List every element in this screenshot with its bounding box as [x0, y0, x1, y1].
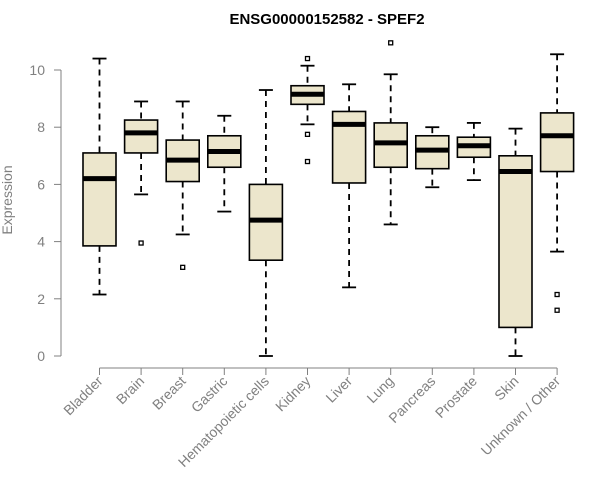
iqr-box	[82, 152, 117, 247]
box-group	[331, 83, 367, 289]
y-axis: 0 2 4 6 8 10	[29, 62, 62, 364]
y-tick-label: 0	[37, 348, 45, 364]
x-tick-label: Liver	[322, 373, 355, 406]
plot-area	[82, 40, 575, 357]
box-group	[165, 100, 200, 270]
y-tick-label: 4	[37, 234, 45, 250]
iqr-box	[123, 119, 159, 154]
outlier-point	[554, 291, 560, 298]
box-group	[290, 55, 325, 165]
box-group	[456, 122, 492, 182]
y-tick-label: 8	[37, 119, 45, 135]
iqr-box	[498, 155, 533, 329]
box-group	[414, 126, 450, 189]
box-group	[498, 127, 533, 357]
x-tick-label: Lung	[363, 373, 396, 406]
box-group	[373, 40, 409, 226]
outlier-point	[304, 131, 311, 138]
y-tick-label: 10	[29, 62, 45, 78]
box-group	[123, 100, 159, 246]
outlier-point	[304, 158, 311, 165]
x-tick-label: Skin	[491, 373, 522, 404]
x-tick-label: Prostate	[432, 373, 480, 421]
outlier-point	[138, 240, 144, 246]
x-tick-label: Breast	[149, 373, 189, 413]
x-tick-label: Brain	[113, 373, 147, 407]
chart-title: ENSG00000152582 - SPEF2	[229, 11, 424, 28]
box-group	[539, 53, 575, 313]
box-group	[207, 114, 242, 213]
box-group	[82, 57, 117, 296]
y-tick-label: 2	[37, 291, 45, 307]
y-tick-label: 6	[37, 176, 45, 192]
outlier-point	[388, 40, 394, 46]
iqr-box	[539, 112, 575, 173]
x-tick-label: Kidney	[272, 373, 314, 415]
outlier-point	[180, 264, 186, 270]
x-tick-label: Bladder	[60, 373, 106, 419]
outlier-point	[304, 55, 311, 62]
y-axis-label: Expression	[0, 165, 15, 234]
x-tick-label: Unknown / Other	[478, 373, 564, 459]
box-group	[248, 89, 284, 357]
outlier-point	[554, 307, 560, 313]
